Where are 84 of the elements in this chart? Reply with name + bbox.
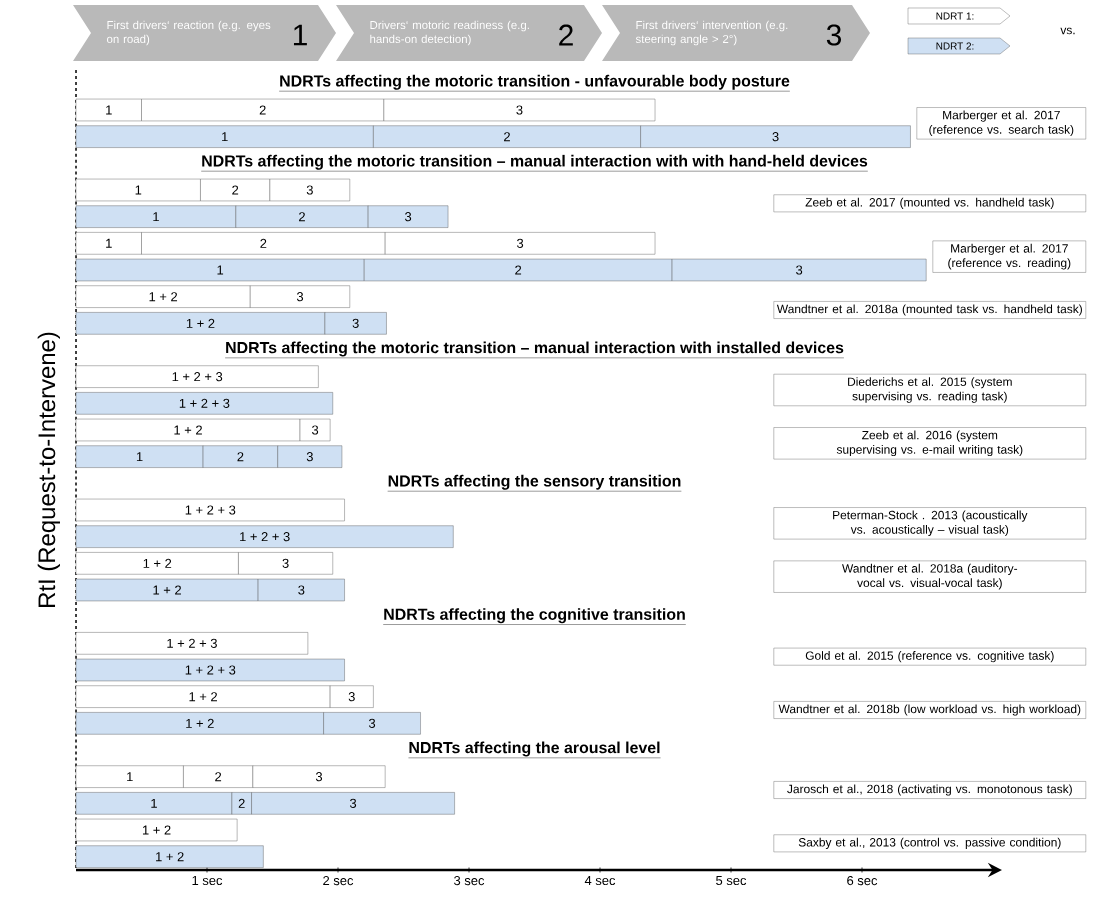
text: First drivers‘ reaction (e.g. eyes on road)	[107, 20, 271, 46]
text: 3	[306, 185, 313, 195]
text: Drivers‘ motoric readiness (e.g. hands-on detection)	[370, 20, 529, 46]
text: 3	[352, 318, 359, 328]
text: 1	[217, 265, 224, 275]
text: 1	[106, 105, 112, 115]
text: 3	[296, 292, 304, 302]
annotation: NDRTs affecting the arousal level	[409, 741, 660, 757]
text: 2	[260, 238, 267, 248]
series-label: 2	[259, 105, 266, 115]
text: 3	[311, 425, 319, 435]
text: NDRT 1:	[936, 12, 974, 20]
text: 1	[293, 24, 307, 46]
y-tick-label: Wandtner et al. 2018a (mounted task vs. handheld task)	[776, 304, 1082, 316]
text: First drivers‘ intervention (e.g. steering angle > 2°)	[635, 20, 788, 46]
text: 2	[504, 132, 510, 142]
y-tick-label: Saxby et al., 2013 (control vs. passive condition)	[798, 837, 1061, 849]
text: 2	[215, 772, 222, 782]
x-tick-label: 4 sec	[584, 876, 616, 886]
y-tick-label: Peterman-Stock . 2013 (acoustically vs. acoustically – visual task)	[833, 510, 1028, 537]
text: 2	[237, 452, 244, 462]
y-tick-label: Zeeb et al. 2017 (mounted vs. handheld task)	[805, 197, 1054, 209]
text: 3	[826, 24, 842, 46]
annotation: NDRTs affecting the motoric transition – manual interaction with installed devices	[226, 341, 844, 357]
text: 1 + 2 + 3	[179, 398, 230, 408]
text: 1 + 2	[186, 718, 214, 728]
annotation: NDRTs affecting the motoric transition - unfavourable body posture	[280, 74, 790, 90]
annotation: NDRTs affecting the cognitive transition	[384, 608, 685, 624]
text: 2	[232, 185, 239, 195]
text: 1	[127, 772, 133, 782]
text: 3	[306, 452, 313, 462]
text: 3	[348, 692, 355, 702]
text: 1	[136, 452, 143, 462]
text: 1 + 2	[149, 292, 178, 302]
text: 1 + 2 + 3	[185, 665, 236, 675]
y-tick-label: Diederichs et al. 2015 (system supervising vs. reading task)	[848, 377, 1012, 403]
bar	[75, 818, 238, 842]
text: 3	[368, 718, 376, 728]
x-tick-label: 1 sec	[192, 876, 223, 886]
text: 1 + 2	[142, 825, 171, 835]
text: 3	[772, 132, 779, 142]
series-label: 1	[135, 185, 142, 195]
text: 2	[299, 212, 305, 222]
text: vs.	[1060, 27, 1075, 35]
text: 1 + 2 + 3	[167, 638, 217, 648]
text: 1 + 2	[143, 558, 172, 568]
y-tick-label: Marberger et al. 2017 (reference vs. search task)	[929, 110, 1074, 137]
x-tick-label: 6 sec	[847, 876, 878, 886]
text: 1 + 2	[174, 425, 202, 435]
text: 1 + 2 + 3	[172, 372, 223, 382]
text: 3	[298, 585, 305, 595]
series-label: 1 + 2	[189, 692, 217, 702]
text: 1 + 2	[186, 318, 215, 328]
x-tick-label: 5 sec	[716, 876, 747, 886]
series-label: 3	[796, 265, 803, 275]
text: NDRT 2:	[936, 42, 974, 50]
y-tick-label: Zeeb et al. 2016 (system supervising vs. e-mail writing task)	[836, 430, 1023, 457]
text: 1 + 2	[156, 852, 184, 862]
y-tick-label: Wandtner et al. 2018b (low workload vs. high workload)	[778, 704, 1081, 716]
text: 2	[238, 798, 245, 808]
text: 3	[282, 558, 289, 568]
y-tick-label: Wandtner et al. 2018a (auditory-vocal vs. visual-vocal task)	[842, 563, 1018, 590]
text: 3	[349, 798, 357, 808]
text: 1 + 2	[153, 585, 181, 595]
text: 1	[106, 238, 112, 248]
series-label: 1 + 2 + 3	[185, 505, 236, 515]
x-tick-label: 3 sec	[454, 876, 485, 886]
text: 3	[517, 238, 524, 248]
text: 1	[151, 798, 157, 808]
annotation: NDRTs affecting the motoric transition – manual interaction with with hand-held devices	[202, 154, 868, 170]
text: 2	[559, 24, 573, 46]
y-tick-label: Gold et al. 2015 (reference vs. cognitive task)	[805, 651, 1054, 663]
text: 2	[515, 265, 522, 275]
y-tick-label: Jarosch et al., 2018 (activating vs. monotonous task)	[787, 784, 1072, 796]
text: 3	[404, 212, 412, 222]
text: 1	[222, 132, 228, 142]
annotation: NDRTs affecting the sensory transition	[388, 474, 681, 490]
text: 3	[315, 772, 323, 782]
y-tick-label: Marberger et al. 2017 (reference vs. reading)	[948, 243, 1071, 270]
x-tick-label: 2 sec	[323, 876, 354, 886]
text: 3	[516, 105, 523, 115]
text: 1 + 2 + 3	[240, 532, 290, 542]
text: 1	[153, 212, 159, 222]
y-axis-title: RtI (Request-to-Intervene)	[37, 332, 60, 607]
